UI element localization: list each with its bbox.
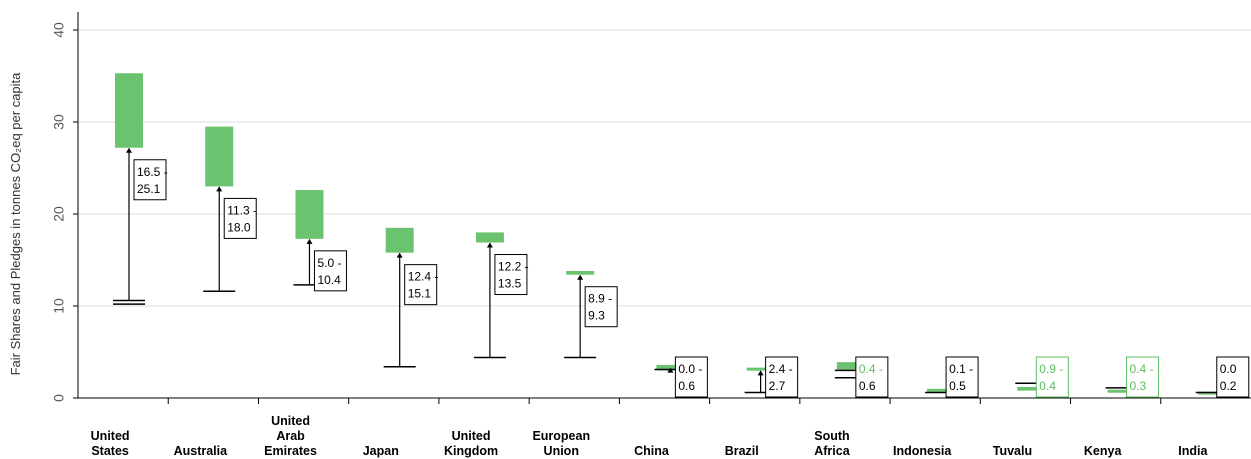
x-tick-label: European — [532, 429, 590, 443]
gap-label-text: 0.2 — [1220, 379, 1237, 393]
gap-arrowhead — [758, 370, 764, 375]
gap-label-text: 2.7 — [769, 379, 786, 393]
gap-label-text: 0.3 — [1130, 379, 1147, 393]
x-tick-label: United — [271, 414, 310, 428]
gap-label-text: 9.3 — [588, 309, 605, 323]
gap-arrowhead — [306, 239, 312, 244]
fair-share-bar — [115, 73, 143, 148]
gap-label-text: 25.1 — [137, 182, 161, 196]
x-tick-label: Kingdom — [444, 444, 498, 458]
gap-label-text: 13.5 — [498, 277, 522, 291]
x-tick-label: Emirates — [264, 444, 317, 458]
gap-label-text: 2.4 - — [769, 362, 793, 376]
x-tick-label: South — [814, 429, 849, 443]
grid-lines — [78, 30, 1251, 306]
axes: 0 10 20 30 40 Fair Shares and Pledges in tonn… — [8, 12, 1251, 404]
y-tick-label: 40 — [51, 22, 67, 38]
gap-arrowhead — [216, 186, 222, 191]
x-tick-label: Indonesia — [893, 444, 952, 458]
x-tick-label: Arab — [276, 429, 305, 443]
fair-share-bar — [386, 228, 414, 253]
gap-label-text: 10.4 — [317, 273, 341, 287]
x-tick-label: India — [1178, 444, 1208, 458]
x-tick-label: Africa — [814, 444, 850, 458]
gap-label-text: 0.0 - — [678, 362, 702, 376]
x-tick-label: China — [634, 444, 670, 458]
gap-label-text: 0.6 — [859, 379, 876, 393]
gap-label-text: 0.4 - — [859, 362, 883, 376]
gap-arrowhead — [577, 275, 583, 280]
gap-label-text: 12.4 - — [408, 270, 439, 284]
series — [113, 73, 1228, 394]
x-tick-label: Kenya — [1084, 444, 1123, 458]
fair-share-bar — [205, 127, 233, 187]
gap-label-text: 18.0 — [227, 220, 251, 234]
x-tick-label: Brazil — [725, 444, 759, 458]
x-tick-label: Tuvalu — [993, 444, 1032, 458]
x-tick-label: Union — [544, 444, 579, 458]
gap-label-text: 12.2 - — [498, 260, 529, 274]
gap-arrowhead — [397, 253, 403, 258]
x-tick-label: Australia — [174, 444, 229, 458]
fair-share-bar — [566, 271, 594, 275]
gap-label-text: 0.4 - — [1130, 362, 1154, 376]
x-tick-label: Japan — [363, 444, 399, 458]
gap-arrowhead — [126, 148, 132, 153]
gap-label-text: 16.5 - — [137, 165, 168, 179]
y-tick-label: 30 — [51, 114, 67, 130]
y-tick-label: 0 — [51, 394, 67, 402]
gap-arrowhead — [487, 243, 493, 248]
fair-share-bar — [295, 190, 323, 239]
gap-label-text: 0.1 - — [949, 362, 973, 376]
x-tick-label: States — [91, 444, 129, 458]
x-tick-label: United — [91, 429, 130, 443]
fair-share-bar — [476, 232, 504, 242]
y-axis-label: Fair Shares and Pledges in tonnes CO₂eq … — [8, 72, 23, 376]
gap-label-text: 0.4 — [1039, 379, 1056, 393]
x-tick-label: United — [452, 429, 491, 443]
gap-label-text: 15.1 — [408, 287, 432, 301]
y-tick-label: 20 — [51, 206, 67, 222]
y-tick-label: 10 — [51, 298, 67, 314]
gap-label-text: 0.6 — [678, 379, 695, 393]
gap-label-text: 8.9 - — [588, 292, 612, 306]
gap-label-text: 0.9 - — [1039, 362, 1063, 376]
gap-label-text: 0.5 — [949, 379, 966, 393]
gap-label-text: 0.0 — [1220, 362, 1237, 376]
gap-label-text: 5.0 - — [317, 256, 341, 270]
gap-label-text: 11.3 - — [227, 203, 257, 217]
